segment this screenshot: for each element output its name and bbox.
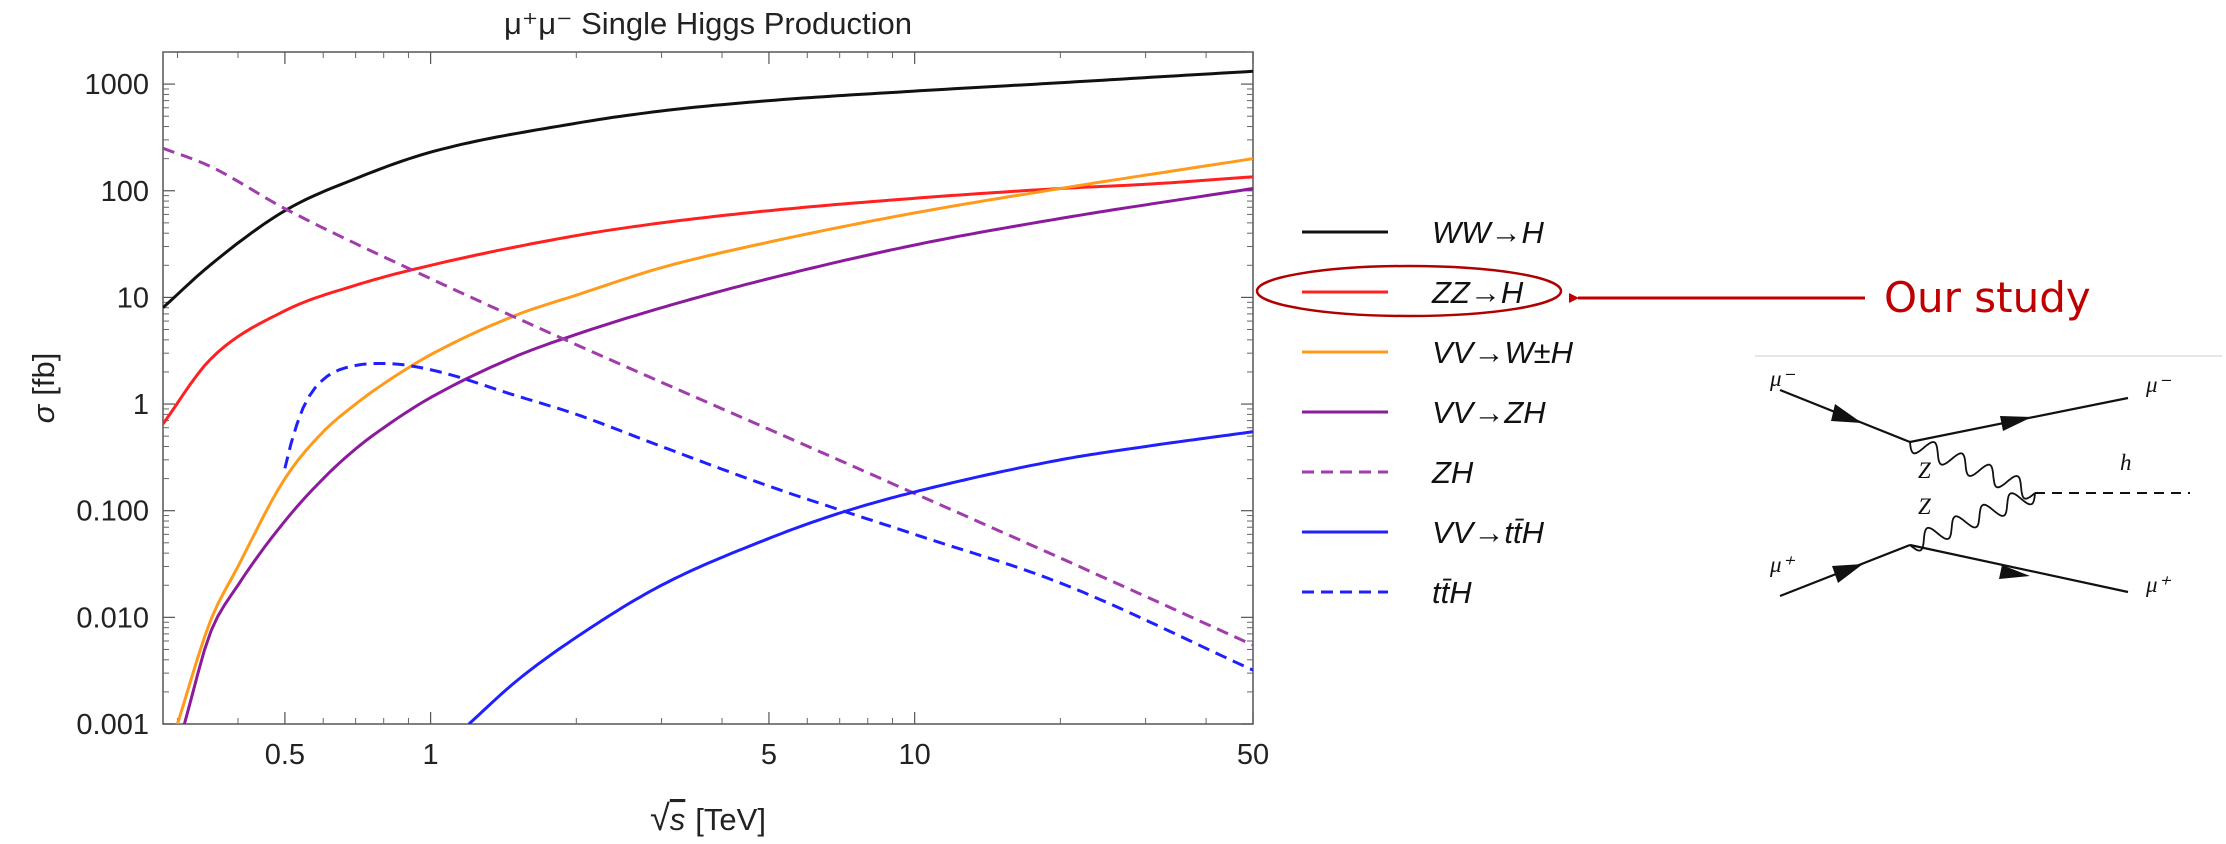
series-line-ww-h [163, 69, 1253, 309]
series-line-vv-zh [182, 187, 1253, 724]
y-tick-label: 0.010 [76, 602, 149, 634]
series-group [163, 69, 1253, 724]
series-line-zh [163, 146, 1253, 647]
legend-label-ww-h: WW→H [1432, 215, 1545, 250]
annotation-text: Our study [1884, 273, 2091, 322]
y-tick-label: 10 [117, 282, 149, 314]
legend-label-vv-w-h: VV→W±H [1432, 335, 1574, 370]
legend-label-zh: ZH [1431, 455, 1474, 490]
y-axis-label: σ [fb] [26, 353, 61, 424]
legend: WW→H ZZ→H VV→W±H VV→ZH ZH VV→tt̄H tt̄H [1302, 215, 1574, 610]
mu-plus-incoming-arrow [1832, 564, 1863, 583]
legend-label-vv-zh: VV→ZH [1432, 395, 1546, 430]
x-axis-radical: √ [650, 797, 670, 838]
plot-frame [162, 51, 1254, 725]
legend-label-vv-tt-h: VV→tt̄H [1432, 515, 1545, 550]
highlight-ellipse [1255, 264, 1563, 318]
feynman-diagram: μ⁻ μ⁻ μ⁺ μ⁺ Z Z h [1755, 355, 2222, 598]
y-tick-label: 1 [133, 389, 149, 421]
y-tick-label: 0.001 [76, 709, 149, 741]
x-tick-label: 50 [1237, 739, 1269, 771]
legend-label-tt-h: tt̄H [1432, 575, 1472, 610]
x-tick-label: 1 [423, 739, 439, 771]
x-tick-label: 5 [761, 739, 777, 771]
label-z-bottom: Z [1918, 494, 1931, 519]
z-boson-bottom-wave [1909, 492, 2036, 552]
y-axis-symbol: σ [26, 403, 61, 423]
label-mu-minus-out: μ⁻ [2145, 372, 2172, 397]
x-tick-label: 0.5 [265, 739, 305, 771]
mu-minus-incoming-arrow [1831, 404, 1862, 423]
series-line-vv-w-h [176, 157, 1253, 724]
series-line-vv-tt-h [467, 430, 1253, 724]
y-tick-label: 1000 [84, 69, 149, 101]
legend-label-zz-h: ZZ→H [1431, 275, 1524, 310]
label-mu-minus-in: μ⁻ [1769, 366, 1796, 391]
label-mu-plus-out: μ⁺ [2145, 572, 2172, 597]
axis-ticks: 0.5 1 5 10 50 1000 100 10 1 0.100 0.010 0.001 [76, 51, 1269, 771]
y-tick-label: 0.100 [76, 496, 149, 528]
z-boson-top-wave [1909, 441, 2036, 500]
x-axis-variable: s [670, 802, 686, 837]
mu-plus-outgoing-line [1909, 543, 2129, 594]
series-line-tt-h [283, 362, 1253, 672]
x-tick-label: 10 [899, 739, 931, 771]
label-z-top: Z [1918, 458, 1931, 483]
mu-minus-outgoing-arrow [2000, 416, 2032, 431]
x-axis-unit: [TeV] [695, 802, 766, 837]
y-axis-unit: [fb] [26, 353, 61, 396]
label-higgs: h [2120, 450, 2132, 475]
y-tick-label: 100 [101, 176, 149, 208]
label-mu-plus-in: μ⁺ [1769, 552, 1796, 577]
chart-title: μ⁺μ⁻ Single Higgs Production [504, 6, 912, 41]
x-axis-label: √s [TeV] [650, 797, 766, 838]
mu-plus-outgoing-arrow [1999, 565, 2030, 579]
